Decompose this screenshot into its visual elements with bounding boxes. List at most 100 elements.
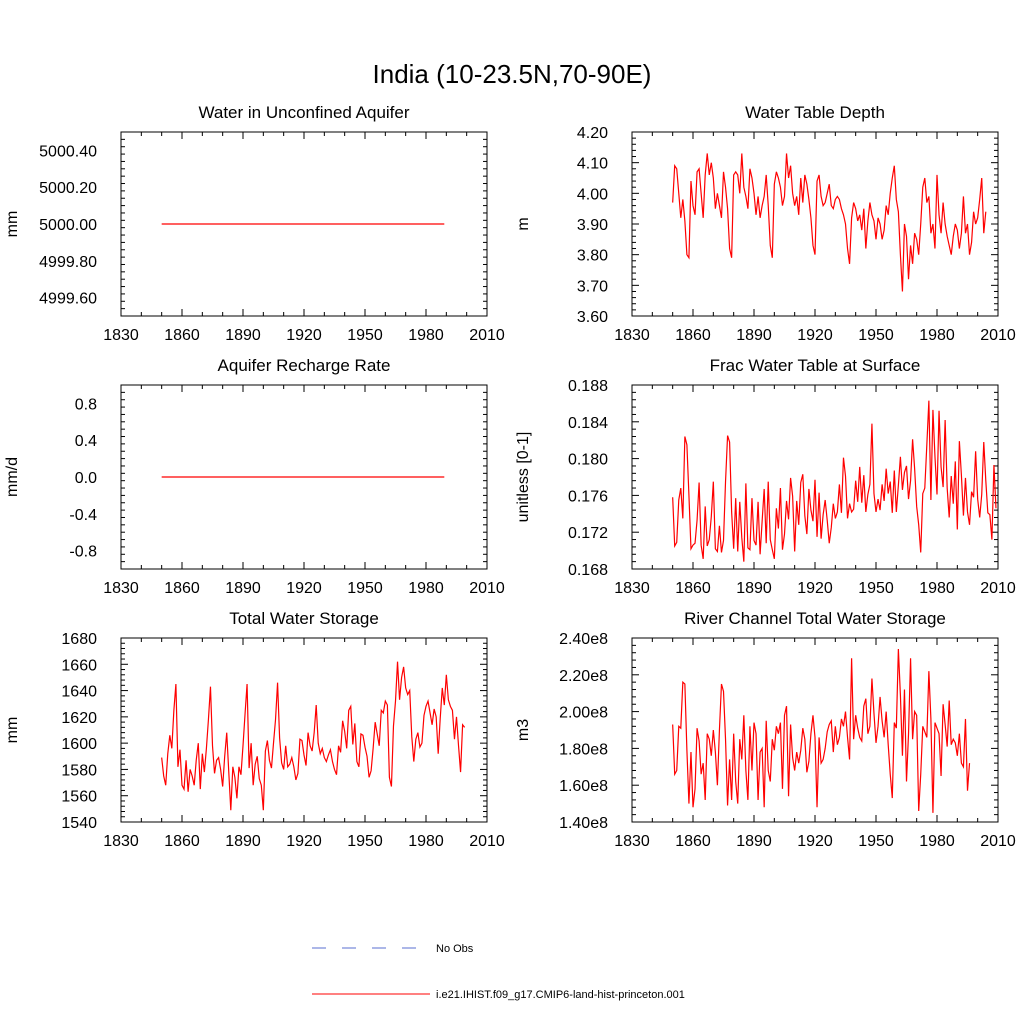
panel-title: Water in Unconfined Aquifer [198,103,409,122]
x-tick-label: 1980 [408,580,444,597]
y-tick-label: 5000.00 [39,217,97,234]
x-tick-label: 1890 [225,327,261,344]
x-tick-label: 1920 [286,327,322,344]
x-tick-label: 1890 [736,833,772,850]
x-tick-label: 2010 [469,833,505,850]
y-tick-label: 0.4 [75,433,97,450]
x-tick-label: 1860 [164,580,200,597]
y-tick-label: -0.8 [69,544,97,561]
x-tick-label: 1950 [858,327,894,344]
y-tick-label: 1.40e8 [559,815,608,832]
x-tick-label: 1980 [919,327,955,344]
legend-obs-label: No Obs [436,943,474,955]
x-tick-label: 1890 [736,327,772,344]
y-tick-label: 3.70 [577,278,608,295]
plot-frame [631,131,999,317]
y-axis-label: mm [4,211,21,238]
series-line [161,661,466,811]
x-tick-label: 2010 [469,580,505,597]
x-tick-label: 2010 [980,833,1016,850]
y-tick-label: 5000.20 [39,180,97,197]
x-tick-label: 1980 [919,580,955,597]
y-tick-label: 0.168 [568,562,608,579]
y-tick-label: 3.90 [577,217,608,234]
y-tick-label: 0.172 [568,525,608,542]
x-tick-label: 1830 [614,833,650,850]
x-tick-label: 1980 [408,327,444,344]
panel-1: Water in Unconfined Aquifer mm 1830 1860 189… [4,103,505,344]
x-tick-label: 1950 [347,580,383,597]
x-tick-label: 1920 [286,833,322,850]
x-tick-label: 1830 [103,580,139,597]
y-tick-label: 4.00 [577,186,608,203]
y-axis-label: mm [4,717,21,744]
y-tick-label: 4.10 [577,156,608,173]
x-tick-label: 1860 [675,833,711,850]
y-tick-label: 4999.60 [39,291,97,308]
series-line [672,649,971,813]
panel-2: Water Table Depth m 1830 1860 1890 1920 1950 19… [515,103,1016,344]
y-tick-label: 1620 [61,710,97,727]
x-tick-label: 1920 [286,580,322,597]
series-line [672,153,987,292]
y-axis-label: m [515,217,532,230]
plot-frame [120,637,488,823]
y-tick-label: 0.180 [568,452,608,469]
x-tick-label: 1920 [797,327,833,344]
x-tick-label: 1980 [408,833,444,850]
panel-4: Frac Water Table at Surface unitless [0-1… [515,356,1016,597]
y-tick-label: 1600 [61,736,97,753]
x-tick-label: 1920 [797,833,833,850]
y-tick-label: 0.176 [568,488,608,505]
x-tick-label: 1950 [858,580,894,597]
legend-model-label: i.e21.IHIST.f09_g17.CMIP6-land-hist-prin… [436,989,685,1001]
panel-5: Total Water Storage mm 1830 1860 1890 1920 195… [4,609,505,850]
x-tick-label: 2010 [980,580,1016,597]
y-tick-label: 1.60e8 [559,778,608,795]
y-axis-label: unitless [0-1] [515,432,532,523]
x-tick-label: 1890 [736,580,772,597]
x-tick-label: 1830 [103,833,139,850]
x-tick-label: 2010 [980,327,1016,344]
panel-title: Total Water Storage [229,609,379,628]
x-tick-label: 2010 [469,327,505,344]
y-tick-label: 1660 [61,657,97,674]
x-tick-label: 1830 [103,327,139,344]
panel-title: Water Table Depth [745,103,885,122]
y-tick-label: 3.60 [577,309,608,326]
y-tick-label: 1.80e8 [559,741,608,758]
y-tick-label: 0.8 [75,396,97,413]
y-tick-label: 1560 [61,789,97,806]
x-tick-label: 1980 [919,833,955,850]
x-tick-label: 1860 [675,580,711,597]
x-tick-label: 1860 [164,327,200,344]
x-tick-label: 1860 [675,327,711,344]
y-tick-label: 5000.40 [39,143,97,160]
y-tick-label: 1680 [61,631,97,648]
x-tick-label: 1950 [347,833,383,850]
x-tick-label: 1860 [164,833,200,850]
y-tick-label: -0.4 [69,507,97,524]
y-axis-label: mm/d [4,457,21,497]
x-tick-label: 1950 [858,833,894,850]
panel-3: Aquifer Recharge Rate mm/d 1830 1860 1890 192… [4,356,505,597]
figure-title: India (10-23.5N,70-90E) [373,59,652,89]
y-tick-label: 0.184 [568,415,608,432]
x-tick-label: 1950 [347,327,383,344]
x-tick-label: 1890 [225,833,261,850]
y-tick-label: 4999.80 [39,254,97,271]
panel-title: Aquifer Recharge Rate [218,356,391,375]
panel-title: River Channel Total Water Storage [684,609,946,628]
y-tick-label: 1540 [61,815,97,832]
x-tick-label: 1830 [614,327,650,344]
y-tick-label: 2.40e8 [559,631,608,648]
plot-frame [631,637,999,823]
series-line [672,400,997,562]
y-tick-label: 1640 [61,684,97,701]
y-axis-label: m3 [515,719,532,741]
y-tick-label: 4.20 [577,125,608,142]
x-tick-label: 1830 [614,580,650,597]
x-tick-label: 1890 [225,580,261,597]
legend: No Obs i.e21.IHIST.f09_g17.CMIP6-land-hi… [312,943,685,1001]
